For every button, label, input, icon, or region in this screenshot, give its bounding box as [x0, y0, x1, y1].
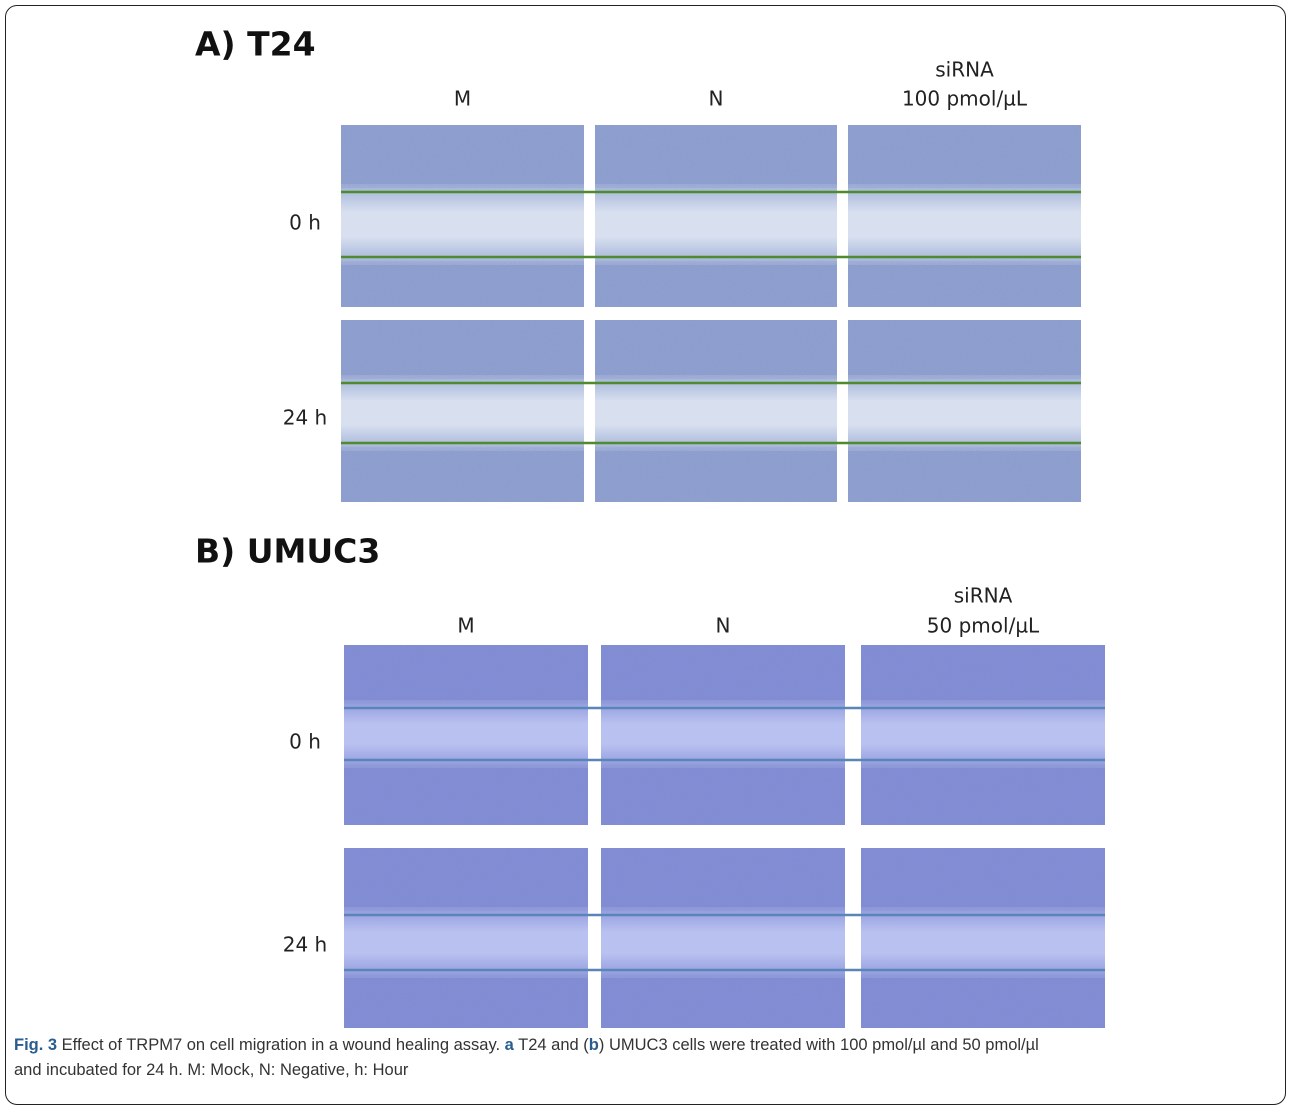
texture [601, 974, 845, 1028]
micrograph [848, 125, 1081, 307]
wound-gap [861, 907, 1105, 978]
wound-gap [601, 700, 845, 768]
micrograph [344, 645, 588, 825]
row-label: 24 h [283, 406, 327, 430]
panel-title: A) T24 [195, 25, 316, 64]
micrograph [341, 320, 584, 502]
caption: Fig. 3 Effect of TRPM7 on cell migration… [14, 1033, 1279, 1083]
texture [595, 125, 837, 188]
column-label: siRNA [935, 58, 994, 82]
texture [595, 447, 837, 502]
micrograph [595, 320, 837, 502]
caption-text: ) UMUC3 cells were treated with 100 pmol… [599, 1036, 1039, 1054]
texture [861, 974, 1105, 1028]
texture [848, 447, 1081, 502]
texture [344, 645, 588, 704]
caption-text: and incubated for 24 h. M: Mock, N: Nega… [14, 1061, 408, 1079]
wound-gap [848, 375, 1081, 451]
wound-gap [341, 184, 584, 265]
micrograph [341, 125, 584, 307]
texture [861, 848, 1105, 911]
row-label: 0 h [289, 211, 321, 235]
column-label: M [454, 87, 471, 111]
micrograph [861, 848, 1105, 1028]
column-label: 50 pmol/µL [927, 614, 1040, 638]
column-label: N [709, 87, 724, 111]
column-label: M [457, 614, 474, 638]
texture [341, 320, 584, 379]
micrograph [848, 320, 1081, 502]
column-label: N [716, 614, 731, 638]
row-label: 24 h [283, 933, 327, 957]
texture [601, 645, 845, 704]
wound-gap [861, 700, 1105, 768]
texture [341, 261, 584, 307]
wound-gap [344, 700, 588, 768]
texture [861, 645, 1105, 704]
texture [344, 974, 588, 1028]
wound-gap [595, 375, 837, 451]
row-label: 0 h [289, 730, 321, 754]
caption-ref: a [505, 1036, 514, 1054]
texture [341, 447, 584, 502]
caption-ref: b [589, 1036, 599, 1054]
figure: A) T24 M NsiRNA 100 pmol/µL 0 h 24 h B) UMUC3 M… [0, 0, 1293, 1098]
micrograph [595, 125, 837, 307]
wound-gap [595, 184, 837, 265]
texture [595, 320, 837, 379]
texture [601, 764, 845, 825]
texture [848, 125, 1081, 188]
texture [341, 125, 584, 188]
caption-label: Fig. 3 [14, 1036, 57, 1054]
texture [861, 764, 1105, 825]
texture [344, 848, 588, 911]
column-label: 100 pmol/µL [902, 87, 1028, 111]
micrograph [601, 848, 845, 1028]
wound-gap [601, 907, 845, 978]
wound-gap [341, 375, 584, 451]
caption-text: T24 and ( [514, 1036, 589, 1054]
texture [848, 261, 1081, 307]
page: {"panels":[ {"title":"A) T24","columns":… [0, 0, 1293, 1098]
micrograph [861, 645, 1105, 825]
micrograph [601, 645, 845, 825]
texture [595, 261, 837, 307]
texture [848, 320, 1081, 379]
texture [344, 764, 588, 825]
texture [601, 848, 845, 911]
micrograph [344, 848, 588, 1028]
wound-gap [344, 907, 588, 978]
wound-gap [848, 184, 1081, 265]
caption-text: Effect of TRPM7 on cell migration in a w… [57, 1036, 505, 1054]
panel-title: B) UMUC3 [195, 532, 380, 571]
column-label: siRNA [954, 584, 1013, 608]
